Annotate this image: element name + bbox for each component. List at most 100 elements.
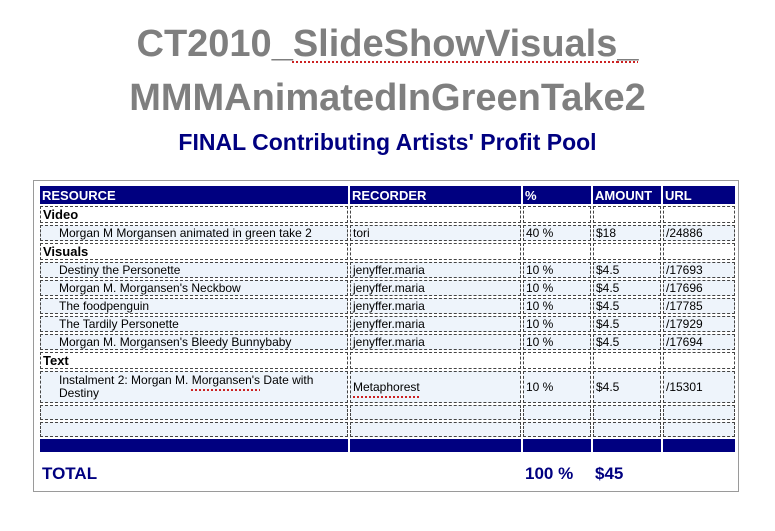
recorder-text: jenyffer.maria [353, 335, 425, 349]
percent-cell: 10 % [523, 334, 591, 350]
table-row: Morgan M. Morgansen's Bleedy Bunnybaby j… [40, 334, 735, 350]
category-label: Video [40, 206, 348, 223]
resource-text: Morgansen's [191, 373, 261, 387]
table-row: Morgan M. Morgansen's Neckbow jenyffer.m… [40, 280, 735, 296]
total-percent: 100 % [525, 464, 574, 483]
empty-cell [40, 405, 348, 420]
blank-row [40, 405, 735, 420]
table-row: Instalment 2: Morgan M. Morgansen's Date… [40, 371, 735, 403]
amount-cell: $4.5 [593, 298, 661, 314]
amount-cell: $4.5 [593, 280, 661, 296]
blank-row [40, 422, 735, 437]
percent-cell: 10 % [523, 371, 591, 403]
resource-text: Morgan M. [59, 335, 120, 349]
empty-cell [350, 243, 521, 260]
header-percent: % [523, 186, 591, 204]
recorder-cell: jenyffer.maria [350, 280, 521, 296]
bar-cell [593, 439, 661, 452]
empty-cell [350, 352, 521, 369]
percent-cell: 40 % [523, 225, 591, 241]
bar-cell [523, 439, 591, 452]
amount-cell: $4.5 [593, 334, 661, 350]
recorder-text: jenyffer.maria [353, 317, 425, 331]
profit-pool-table: RESOURCE RECORDER % AMOUNT URL Video Mor… [38, 184, 737, 488]
empty-cell [523, 405, 591, 420]
category-label: Text [40, 352, 348, 369]
bar-cell [663, 439, 735, 452]
bar-cell [350, 439, 521, 452]
document-subtitle: FINAL Contributing Artists' Profit Pool [178, 129, 597, 155]
resource-text: Instalment 2: Morgan M. [59, 373, 192, 387]
empty-cell [663, 206, 735, 223]
resource-text: Date with Destiny [59, 373, 314, 400]
recorder-cell: jenyffer.maria [350, 316, 521, 332]
resource-text: Personette [122, 263, 181, 277]
table-header-row: RESOURCE RECORDER % AMOUNT URL [40, 186, 735, 204]
url-cell: /24886 [663, 225, 735, 241]
empty-cell [593, 243, 661, 260]
title-part-spelled: SlideShowVisuals [292, 23, 618, 65]
resource-cell: Instalment 2: Morgan M. Morgansen's Date… [40, 371, 348, 403]
url-cell: /17693 [663, 262, 735, 278]
resource-text: Personette [120, 317, 179, 331]
recorder-text: jenyffer.maria [353, 281, 425, 295]
bar-cell [40, 439, 348, 452]
url-cell: /17696 [663, 280, 735, 296]
total-amount: $45 [595, 464, 624, 483]
resource-cell: The Tardily Personette [40, 316, 348, 332]
resource-text: The Tardily [59, 317, 121, 331]
category-label: Visuals [40, 243, 348, 260]
header-amount: AMOUNT [593, 186, 661, 204]
empty-cell [350, 405, 521, 420]
resource-text: Neckbow [188, 281, 241, 295]
resource-text: Morgansen's [119, 281, 189, 295]
footer-bar-row [40, 439, 735, 452]
empty-cell [523, 206, 591, 223]
recorder-text: Metaphorest [353, 380, 420, 394]
recorder-cell: tori [350, 225, 521, 241]
empty-cell [350, 454, 521, 486]
amount-cell: $4.5 [593, 371, 661, 403]
resource-text: animated in green take 2 [176, 226, 312, 240]
category-row-visuals: Visuals [40, 243, 735, 260]
table-row: The Tardily Personette jenyffer.maria 10… [40, 316, 735, 332]
empty-cell [350, 422, 521, 437]
resource-text: Morgan M. [59, 281, 120, 295]
header-resource: RESOURCE [40, 186, 348, 204]
recorder-cell: Metaphorest [350, 371, 521, 403]
header-recorder: RECORDER [350, 186, 521, 204]
table-row: Morgan M Morgansen animated in green tak… [40, 225, 735, 241]
resource-cell: The foodpenguin [40, 298, 348, 314]
header-url: URL [663, 186, 735, 204]
empty-cell [663, 405, 735, 420]
empty-cell [663, 422, 735, 437]
empty-cell [663, 243, 735, 260]
percent-cell: 10 % [523, 262, 591, 278]
url-cell: /17785 [663, 298, 735, 314]
table-row: The foodpenguin jenyffer.maria 10 % $4.5… [40, 298, 735, 314]
document-title-line-2: MMMAnimatedInGreenTake2 [129, 77, 646, 119]
recorder-cell: jenyffer.maria [350, 262, 521, 278]
recorder-cell: jenyffer.maria [350, 298, 521, 314]
empty-cell [593, 352, 661, 369]
category-row-text: Text [40, 352, 735, 369]
resource-cell: Morgan M. Morgansen's Bleedy Bunnybaby [40, 334, 348, 350]
url-cell: /17694 [663, 334, 735, 350]
category-row-video: Video [40, 206, 735, 223]
amount-cell: $18 [593, 225, 661, 241]
url-cell: /17929 [663, 316, 735, 332]
empty-cell [593, 422, 661, 437]
resource-text: foodpenguin [83, 299, 150, 313]
recorder-cell: jenyffer.maria [350, 334, 521, 350]
empty-cell [593, 405, 661, 420]
recorder-text: jenyffer.maria [353, 263, 425, 277]
url-cell: /15301 [663, 371, 735, 403]
resource-cell: Destiny the Personette [40, 262, 348, 278]
empty-cell [593, 206, 661, 223]
percent-cell: 10 % [523, 298, 591, 314]
resource-text: Morgan M [59, 226, 117, 240]
resource-text: Destiny the [59, 263, 123, 277]
resource-cell: Morgan M Morgansen animated in green tak… [40, 225, 348, 241]
total-label: TOTAL [42, 464, 98, 483]
empty-cell [663, 454, 735, 486]
